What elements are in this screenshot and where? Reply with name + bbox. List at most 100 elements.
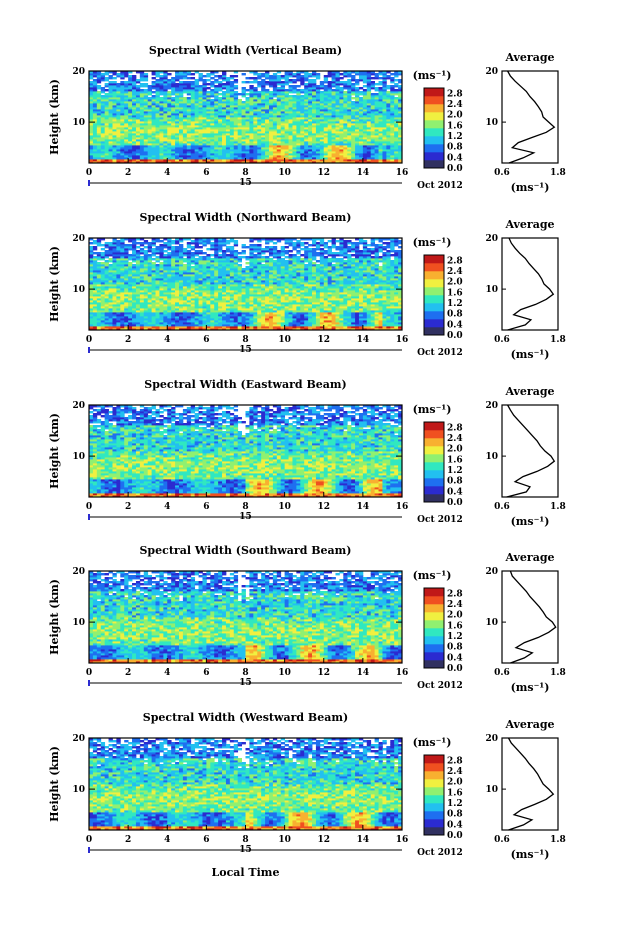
profile-y-tick-label: 10 (485, 452, 498, 462)
colorbar-swatch (424, 819, 444, 828)
colorbar-swatch (424, 112, 444, 121)
colorbar-unit: (ms⁻¹) (413, 236, 452, 249)
profile-x-label: (ms⁻¹) (511, 181, 550, 194)
colorbar-tick-label: 2.0 (447, 778, 463, 788)
colorbar-tick-label: 0.8 (447, 310, 463, 320)
x-tick-label: 4 (164, 335, 170, 345)
colorbar-frame (423, 254, 445, 336)
colorbar-swatch (424, 430, 444, 439)
colorbar-tick-label: 1.6 (447, 455, 463, 465)
colorbar-swatch (424, 787, 444, 796)
x-tick-label: 6 (203, 502, 209, 512)
x-tick-label: 16 (396, 502, 409, 512)
x-tick-label: 0 (86, 502, 92, 512)
profile-frame (501, 237, 559, 331)
colorbar-swatch (424, 279, 444, 288)
colorbar-swatch (424, 478, 444, 487)
panel-title: Spectral Width (Vertical Beam) (149, 44, 342, 57)
x-tick-label: 10 (278, 502, 291, 512)
profile-x-tick-label: 0.6 (494, 168, 510, 178)
colorbar-tick-label: 1.2 (447, 466, 463, 476)
profile-title: Average (504, 718, 554, 731)
profile-x-label: (ms⁻¹) (511, 681, 550, 694)
profile-line (507, 737, 555, 831)
profile-x-tick-label: 0.6 (494, 835, 510, 845)
profile-x-tick-label: 0.6 (494, 335, 510, 345)
colorbar-tick-label: 1.6 (447, 121, 463, 131)
x-tick-label: 12 (317, 835, 330, 845)
colorbar-swatch (424, 311, 444, 320)
colorbar-swatch (424, 652, 444, 661)
date-label: Oct 2012 (417, 515, 463, 525)
colorbar-tick-label: 0.8 (447, 643, 463, 653)
day-label: 15 (239, 678, 252, 688)
x-tick-label: 14 (357, 335, 370, 345)
y-tick-label: 20 (72, 234, 85, 244)
colorbar-tick-label: 0.8 (447, 810, 463, 820)
colorbar-tick-label: 1.6 (447, 288, 463, 298)
x-tick-label: 2 (125, 335, 131, 345)
colorbar-tick-label: 1.6 (447, 621, 463, 631)
x-tick-label: 10 (278, 335, 291, 345)
panel-1: Spectral Width (Northward Beam)2010Heigh… (48, 211, 566, 361)
x-tick-label: 10 (278, 668, 291, 678)
heatmap-cells (89, 238, 403, 331)
y-axis-label: Height (km) (48, 746, 61, 822)
colorbar-tick-label: 1.2 (447, 132, 463, 142)
panel-title: Spectral Width (Southward Beam) (139, 544, 351, 557)
x-tick-label: 8 (242, 835, 248, 845)
colorbar: (ms⁻¹) 0.00.40.81.21.62.02.42.8 (413, 736, 463, 841)
date-label: Oct 2012 (417, 681, 463, 691)
date-label: Oct 2012 (417, 848, 463, 858)
colorbar-tick-label: 1.2 (447, 632, 463, 642)
y-tick-label: 10 (72, 785, 85, 795)
colorbar-swatch (424, 96, 444, 105)
heatmap-cells (89, 571, 403, 664)
colorbar-swatch (424, 755, 444, 764)
colorbar-swatch (424, 628, 444, 637)
profile-x-tick-label: 1.8 (550, 335, 566, 345)
colorbar-tick-label: 0.0 (447, 498, 463, 508)
profile-frame (501, 737, 559, 831)
colorbar-tick-label: 2.8 (447, 589, 463, 599)
x-tick-label: 2 (125, 168, 131, 178)
colorbar-frame (423, 421, 445, 503)
profile-x-label: (ms⁻¹) (511, 848, 550, 861)
x-tick-label: 6 (203, 668, 209, 678)
colorbar: (ms⁻¹) 0.00.40.81.21.62.02.42.8 (413, 569, 463, 674)
colorbar-swatch (424, 795, 444, 804)
colorbar-unit: (ms⁻¹) (413, 569, 452, 582)
colorbar-swatch (424, 104, 444, 113)
colorbar-tick-label: 0.4 (447, 320, 463, 330)
x-tick-label: 2 (125, 835, 131, 845)
y-axis-label: Height (km) (48, 579, 61, 655)
colorbar-tick-label: 2.4 (447, 767, 463, 777)
profile-x-tick-label: 1.8 (550, 835, 566, 845)
profile-line (507, 237, 555, 331)
colorbar-swatch (424, 120, 444, 129)
x-tick-label: 16 (396, 168, 409, 178)
average-profile: Average 20 10 0.6 1.8(ms⁻¹) (485, 718, 565, 861)
x-tick-label: 6 (203, 835, 209, 845)
x-tick-label: 12 (317, 335, 330, 345)
day-label: 15 (239, 345, 252, 355)
colorbar-tick-label: 2.0 (447, 111, 463, 121)
x-tick-label: 16 (396, 335, 409, 345)
colorbar-swatch (424, 604, 444, 613)
colorbar-tick-label: 1.2 (447, 299, 463, 309)
colorbar: (ms⁻¹) 0.00.40.81.21.62.02.42.8 (413, 236, 463, 341)
x-tick-label: 2 (125, 502, 131, 512)
colorbar-swatch (424, 136, 444, 145)
colorbar-tick-label: 2.8 (447, 423, 463, 433)
colorbar-swatch (424, 771, 444, 780)
colorbar-tick-label: 2.8 (447, 89, 463, 99)
colorbar-swatch (424, 295, 444, 304)
x-tick-label: 4 (164, 668, 170, 678)
colorbar-unit: (ms⁻¹) (413, 403, 452, 416)
colorbar-tick-label: 0.0 (447, 164, 463, 174)
average-profile: Average 20 10 0.6 1.8(ms⁻¹) (485, 551, 565, 694)
colorbar-swatch (424, 319, 444, 328)
colorbar-swatch (424, 422, 444, 431)
x-tick-label: 14 (357, 835, 370, 845)
